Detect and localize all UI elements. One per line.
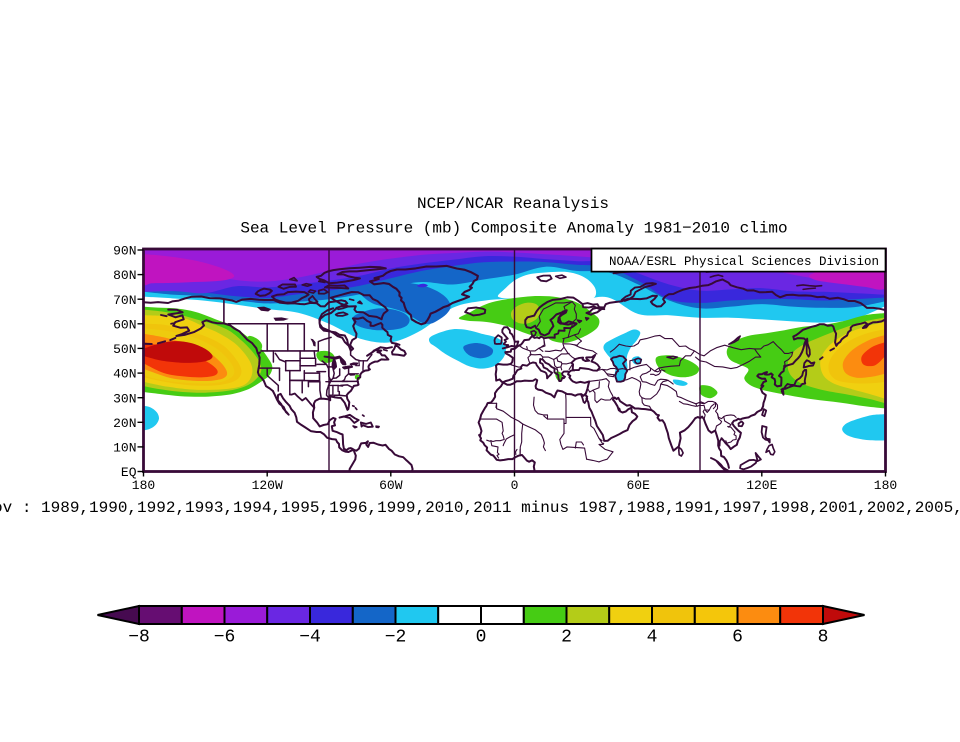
svg-text:60E: 60E (626, 478, 650, 493)
svg-text:NCEP/NCAR Reanalysis: NCEP/NCAR Reanalysis (417, 195, 609, 213)
svg-text:−8: −8 (128, 628, 150, 648)
svg-text:−6: −6 (214, 628, 236, 648)
svg-text:70N: 70N (113, 293, 136, 308)
svg-text:80N: 80N (113, 268, 136, 283)
svg-text:60N: 60N (113, 317, 136, 332)
svg-text:180: 180 (132, 478, 155, 493)
svg-text:40N: 40N (113, 367, 136, 382)
svg-text:30N: 30N (113, 391, 136, 406)
svg-text:180: 180 (874, 478, 897, 493)
svg-text:120W: 120W (252, 478, 283, 493)
svg-text:Nov : 1989,1990,1992,1993,1994: Nov : 1989,1990,1992,1993,1994,1995,1996… (0, 499, 960, 517)
svg-text:NOAA/ESRL Physical Sciences Di: NOAA/ESRL Physical Sciences Division (609, 255, 879, 269)
svg-text:20N: 20N (113, 416, 136, 431)
svg-text:4: 4 (647, 628, 658, 648)
svg-text:60W: 60W (379, 478, 403, 493)
svg-text:10N: 10N (113, 441, 136, 456)
svg-text:0: 0 (511, 478, 519, 493)
svg-text:Sea Level Pressure (mb) Compos: Sea Level Pressure (mb) Composite Anomal… (240, 220, 787, 238)
svg-text:2: 2 (561, 628, 572, 648)
svg-text:90N: 90N (113, 244, 136, 259)
svg-text:120E: 120E (746, 478, 777, 493)
svg-text:50N: 50N (113, 342, 136, 357)
svg-text:0: 0 (476, 628, 487, 648)
svg-text:6: 6 (732, 628, 743, 648)
svg-text:EQ: EQ (121, 465, 137, 480)
svg-text:8: 8 (818, 628, 829, 648)
svg-text:−4: −4 (299, 628, 321, 648)
svg-text:−2: −2 (385, 628, 407, 648)
